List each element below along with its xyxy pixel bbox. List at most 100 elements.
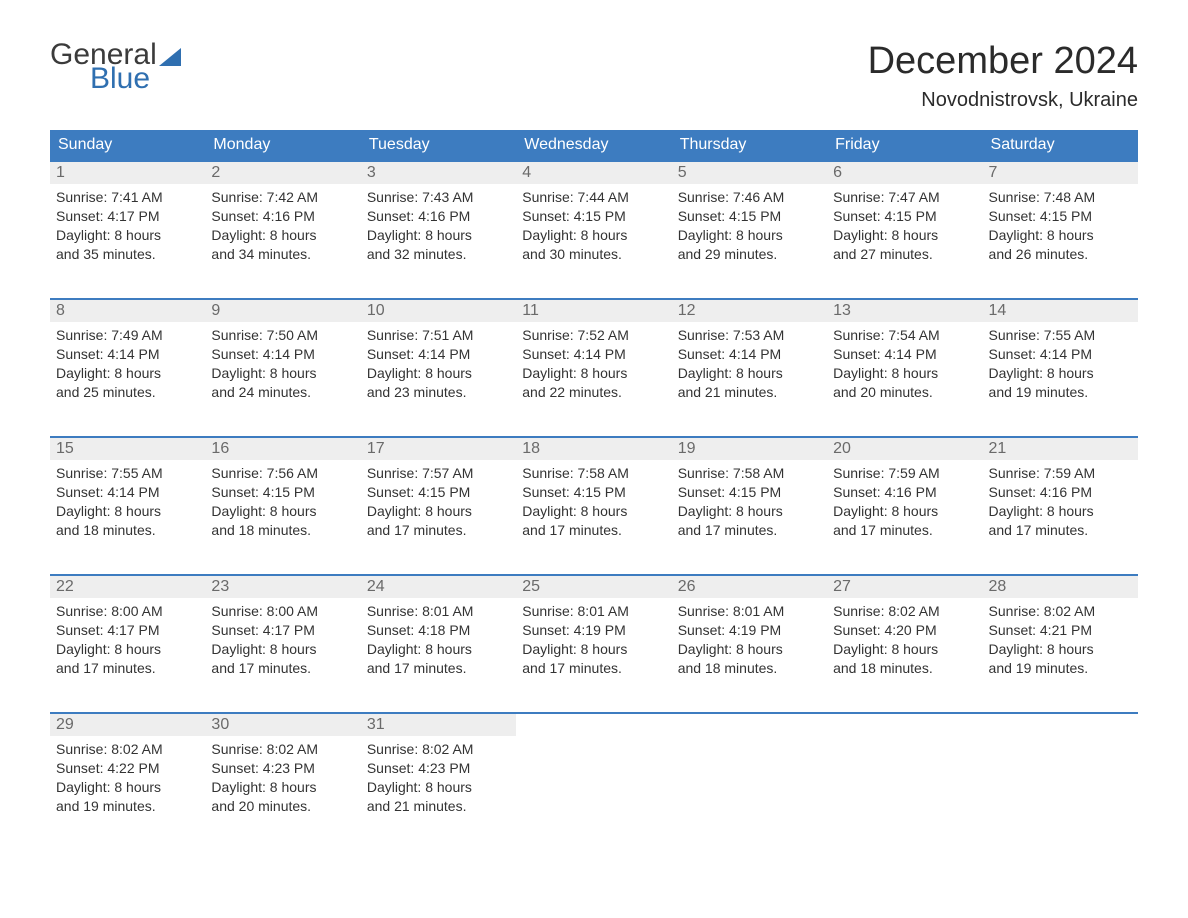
sunset-text: Sunset: 4:14 PM: [678, 345, 821, 364]
cell-body: Sunrise: 7:53 AMSunset: 4:14 PMDaylight:…: [672, 322, 827, 408]
daylight-line1: Daylight: 8 hours: [989, 502, 1132, 521]
daylight-line2: and 21 minutes.: [367, 797, 510, 816]
calendar-cell: 28Sunrise: 8:02 AMSunset: 4:21 PMDayligh…: [983, 576, 1138, 694]
cell-body: Sunrise: 7:58 AMSunset: 4:15 PMDaylight:…: [672, 460, 827, 546]
sunset-text: Sunset: 4:16 PM: [989, 483, 1132, 502]
calendar-cell: 25Sunrise: 8:01 AMSunset: 4:19 PMDayligh…: [516, 576, 671, 694]
sunset-text: Sunset: 4:15 PM: [833, 207, 976, 226]
day-number: 29: [50, 714, 205, 736]
cell-body: Sunrise: 7:44 AMSunset: 4:15 PMDaylight:…: [516, 184, 671, 270]
sunset-text: Sunset: 4:14 PM: [833, 345, 976, 364]
sunset-text: Sunset: 4:22 PM: [56, 759, 199, 778]
calendar-cell: 5Sunrise: 7:46 AMSunset: 4:15 PMDaylight…: [672, 162, 827, 280]
day-header: Saturday: [983, 130, 1138, 160]
daylight-line2: and 17 minutes.: [522, 659, 665, 678]
cell-body: Sunrise: 8:01 AMSunset: 4:18 PMDaylight:…: [361, 598, 516, 684]
calendar-cell: 2Sunrise: 7:42 AMSunset: 4:16 PMDaylight…: [205, 162, 360, 280]
daylight-line1: Daylight: 8 hours: [367, 364, 510, 383]
daylight-line2: and 17 minutes.: [989, 521, 1132, 540]
sunrise-text: Sunrise: 7:55 AM: [989, 326, 1132, 345]
sunset-text: Sunset: 4:20 PM: [833, 621, 976, 640]
sunset-text: Sunset: 4:17 PM: [56, 207, 199, 226]
daylight-line2: and 17 minutes.: [522, 521, 665, 540]
cell-body: Sunrise: 7:47 AMSunset: 4:15 PMDaylight:…: [827, 184, 982, 270]
sunrise-text: Sunrise: 8:00 AM: [211, 602, 354, 621]
sunset-text: Sunset: 4:17 PM: [56, 621, 199, 640]
sunrise-text: Sunrise: 8:01 AM: [522, 602, 665, 621]
cell-body: Sunrise: 8:02 AMSunset: 4:21 PMDaylight:…: [983, 598, 1138, 684]
cell-body: Sunrise: 7:49 AMSunset: 4:14 PMDaylight:…: [50, 322, 205, 408]
week-row: 15 Sunrise: 7:55 AMSunset: 4:14 PM Dayligh…: [50, 436, 1138, 556]
sunrise-text: Sunrise: 8:02 AM: [56, 740, 199, 759]
cell-body: Sunrise: 7:51 AMSunset: 4:14 PMDaylight:…: [361, 322, 516, 408]
daylight-line1: Daylight: 8 hours: [833, 364, 976, 383]
sunrise-text: Sunrise: 8:02 AM: [211, 740, 354, 759]
sunset-text: Sunset: 4:18 PM: [367, 621, 510, 640]
daylight-line1: Daylight: 8 hours: [989, 364, 1132, 383]
calendar-cell: 29Sunrise: 8:02 AMSunset: 4:22 PMDayligh…: [50, 714, 205, 832]
daylight-line2: and 23 minutes.: [367, 383, 510, 402]
cell-body: Sunrise: 8:01 AMSunset: 4:19 PMDaylight:…: [516, 598, 671, 684]
daylight-line2: and 19 minutes.: [989, 659, 1132, 678]
daylight-line2: and 24 minutes.: [211, 383, 354, 402]
sunset-text: Sunset: 4:21 PM: [989, 621, 1132, 640]
daylight-line2: and 35 minutes.: [56, 245, 199, 264]
sunrise-text: Sunrise: 7:51 AM: [367, 326, 510, 345]
daylight-line1: Daylight: 8 hours: [522, 640, 665, 659]
calendar-cell: 23Sunrise: 8:00 AMSunset: 4:17 PMDayligh…: [205, 576, 360, 694]
sunrise-text: Sunrise: 7:53 AM: [678, 326, 821, 345]
day-header: Tuesday: [361, 130, 516, 160]
sunrise-text: Sunrise: 8:01 AM: [367, 602, 510, 621]
day-header: Sunday: [50, 130, 205, 160]
sunset-text: Sunset: 4:15 PM: [678, 483, 821, 502]
cell-body: Sunrise: 8:02 AMSunset: 4:23 PMDaylight:…: [205, 736, 360, 822]
daylight-line1: Daylight: 8 hours: [367, 640, 510, 659]
month-title: December 2024: [868, 40, 1138, 83]
day-number: 15: [50, 438, 205, 460]
cell-body: Sunrise: 8:02 AMSunset: 4:23 PMDaylight:…: [361, 736, 516, 822]
day-header: Thursday: [672, 130, 827, 160]
daylight-line2: and 21 minutes.: [678, 383, 821, 402]
calendar-cell: 7Sunrise: 7:48 AMSunset: 4:15 PMDaylight…: [983, 162, 1138, 280]
logo-word-blue: Blue: [90, 64, 181, 94]
logo: General Blue: [50, 40, 181, 94]
daylight-line2: and 17 minutes.: [833, 521, 976, 540]
daylight-line1: Daylight: 8 hours: [367, 778, 510, 797]
sunrise-text: Sunrise: 7:42 AM: [211, 188, 354, 207]
day-header: Monday: [205, 130, 360, 160]
daylight-line2: and 18 minutes.: [833, 659, 976, 678]
daylight-line2: and 26 minutes.: [989, 245, 1132, 264]
calendar-cell: 26Sunrise: 8:01 AMSunset: 4:19 PMDayligh…: [672, 576, 827, 694]
sunrise-text: Sunrise: 7:57 AM: [367, 464, 510, 483]
sunrise-text: Sunrise: 7:56 AM: [211, 464, 354, 483]
calendar-cell: 18Sunrise: 7:58 AMSunset: 4:15 PMDayligh…: [516, 438, 671, 556]
calendar-cell: 16Sunrise: 7:56 AMSunset: 4:15 PMDayligh…: [205, 438, 360, 556]
cell-body: [983, 718, 1138, 728]
sunset-text: Sunset: 4:15 PM: [989, 207, 1132, 226]
daylight-line1: Daylight: 8 hours: [678, 364, 821, 383]
calendar-cell: 20Sunrise: 7:59 AMSunset: 4:16 PMDayligh…: [827, 438, 982, 556]
day-number: 6: [827, 162, 982, 184]
cell-body: Sunrise: 8:02 AMSunset: 4:20 PMDaylight:…: [827, 598, 982, 684]
sunrise-text: Sunrise: 7:41 AM: [56, 188, 199, 207]
calendar-cell: [672, 714, 827, 832]
cell-body: Sunrise: 8:00 AMSunset: 4:17 PMDaylight:…: [205, 598, 360, 684]
cell-body: Sunrise: 7:54 AMSunset: 4:14 PMDaylight:…: [827, 322, 982, 408]
day-number: 13: [827, 300, 982, 322]
daylight-line1: Daylight: 8 hours: [522, 226, 665, 245]
sunrise-text: Sunrise: 7:54 AM: [833, 326, 976, 345]
calendar-cell: 21Sunrise: 7:59 AMSunset: 4:16 PMDayligh…: [983, 438, 1138, 556]
week-row: 1Sunrise: 7:41 AMSunset: 4:17 PMDaylight…: [50, 160, 1138, 280]
sunset-text: Sunset: 4:19 PM: [678, 621, 821, 640]
daylight-line1: Daylight: 8 hours: [56, 640, 199, 659]
daylight-line2: and 17 minutes.: [367, 521, 510, 540]
daylight-line1: Daylight: 8 hours: [833, 640, 976, 659]
sunrise-text: Sunrise: 7:55 AM: [56, 464, 199, 483]
sunset-text: Sunset: 4:14 PM: [56, 483, 199, 502]
sunrise-text: Sunrise: 7:46 AM: [678, 188, 821, 207]
day-number: 23: [205, 576, 360, 598]
sunset-text: Sunset: 4:14 PM: [367, 345, 510, 364]
cell-body: Sunrise: 7:52 AMSunset: 4:14 PMDaylight:…: [516, 322, 671, 408]
cell-body: Sunrise: 7:41 AMSunset: 4:17 PMDaylight:…: [50, 184, 205, 270]
daylight-line1: Daylight: 8 hours: [211, 226, 354, 245]
